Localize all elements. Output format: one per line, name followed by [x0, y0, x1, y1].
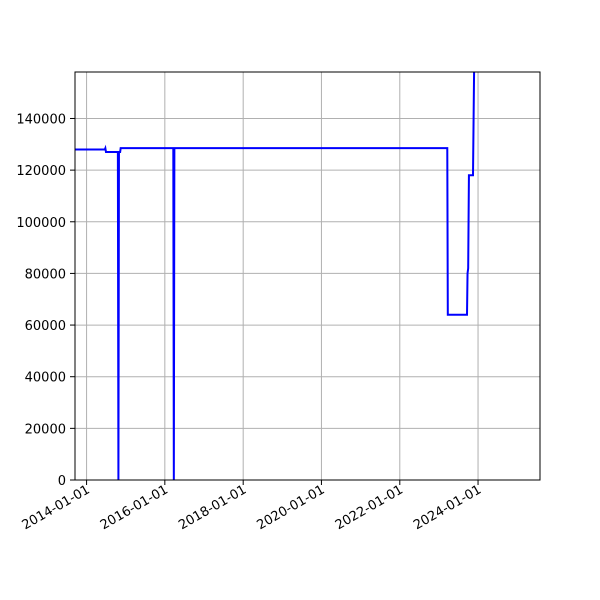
x-axis: 2014-01-01 2016-01-01 2018-01-01 2020-01-01…: [20, 480, 484, 533]
x-tick-label: 2016-01-01: [98, 482, 171, 533]
y-tick-label: 0: [58, 474, 66, 489]
y-tick-label: 60000: [25, 319, 66, 334]
y-axis: 0 20000 40000 60000 80000 100000 120000 140000: [16, 112, 75, 489]
series-line: [75, 72, 476, 480]
y-tick-label: 140000: [16, 112, 66, 127]
plot-frame: [74, 71, 541, 481]
x-tick-label: 2024-01-01: [411, 482, 484, 533]
y-tick-label: 100000: [16, 216, 66, 231]
y-tick-label: 40000: [25, 371, 66, 386]
y-tick-label: 120000: [16, 164, 66, 179]
x-tick-label: 2022-01-01: [333, 482, 406, 533]
x-tick-label: 2020-01-01: [254, 482, 327, 533]
y-tick-label: 80000: [25, 267, 66, 282]
y-tick-label: 20000: [25, 422, 66, 437]
x-tick-label: 2014-01-01: [20, 482, 93, 533]
series-layer: [75, 72, 476, 480]
grid-layer: [75, 72, 540, 481]
x-tick-label: 2018-01-01: [176, 482, 249, 533]
